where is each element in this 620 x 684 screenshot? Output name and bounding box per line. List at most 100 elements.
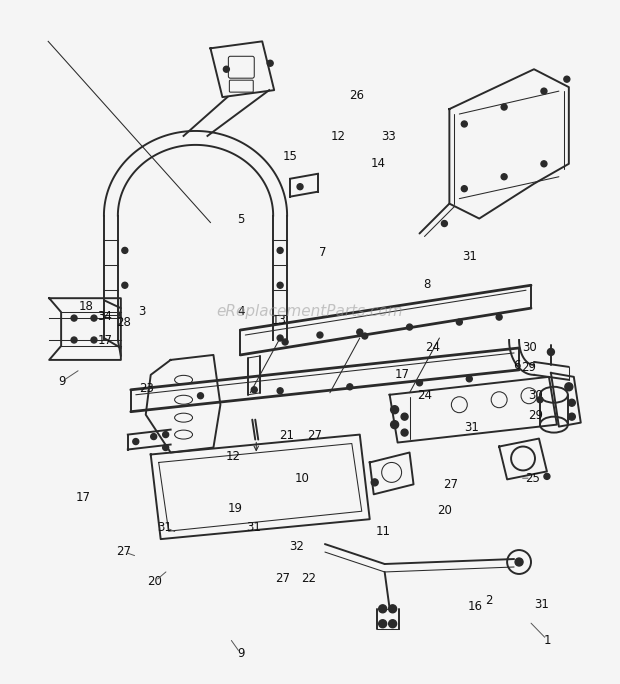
Circle shape [151,434,157,440]
Text: 31: 31 [464,421,479,434]
Text: 27: 27 [275,573,290,586]
Circle shape [391,421,399,429]
Text: 27: 27 [443,479,458,492]
Text: 1: 1 [544,634,551,647]
Circle shape [267,60,273,66]
Text: 18: 18 [79,300,94,313]
Text: 17: 17 [76,490,91,503]
Circle shape [391,406,399,414]
Circle shape [456,319,463,325]
Text: 21: 21 [279,430,294,443]
Text: 16: 16 [468,600,483,613]
Text: 17: 17 [395,368,410,381]
Circle shape [122,282,128,288]
Circle shape [401,413,408,420]
Circle shape [277,282,283,288]
Circle shape [496,314,502,320]
Circle shape [297,184,303,189]
Circle shape [547,348,554,356]
Circle shape [461,185,467,192]
Circle shape [361,333,368,339]
Text: 11: 11 [375,525,391,538]
Circle shape [401,429,408,436]
Circle shape [356,329,363,335]
Text: 30: 30 [522,341,536,354]
Circle shape [569,413,575,420]
Circle shape [501,174,507,180]
Text: 29: 29 [521,361,537,374]
Text: 24: 24 [417,389,432,402]
Circle shape [71,315,77,321]
Circle shape [441,220,448,226]
Circle shape [277,335,283,341]
Text: 27: 27 [116,545,131,558]
Text: 9: 9 [237,647,245,660]
Circle shape [277,248,283,253]
Text: 5: 5 [237,213,244,226]
Circle shape [537,397,543,403]
Circle shape [133,438,139,445]
Text: 25: 25 [525,472,539,485]
Text: 29: 29 [528,409,542,422]
Circle shape [541,88,547,94]
Circle shape [515,558,523,566]
Text: 6: 6 [513,359,521,372]
Circle shape [371,479,378,486]
Text: 20: 20 [147,575,162,588]
Text: 20: 20 [437,504,452,517]
Circle shape [461,121,467,127]
Circle shape [379,620,387,628]
FancyArrowPatch shape [254,443,259,451]
Circle shape [91,315,97,321]
Text: 10: 10 [295,472,310,485]
Circle shape [198,393,203,399]
Text: 34: 34 [97,310,112,323]
Circle shape [466,376,472,382]
Text: 9: 9 [58,375,66,388]
Text: 12: 12 [225,450,241,463]
Text: 19: 19 [227,502,242,515]
Circle shape [417,380,422,386]
Text: 22: 22 [301,573,316,586]
Circle shape [389,605,397,613]
Circle shape [544,473,550,479]
Text: 23: 23 [139,382,154,395]
Text: 24: 24 [425,341,440,354]
Text: 2: 2 [485,594,493,607]
Circle shape [564,76,570,82]
Circle shape [379,605,387,613]
Circle shape [407,324,412,330]
Circle shape [541,161,547,167]
Text: 33: 33 [382,130,396,143]
Text: 31: 31 [462,250,477,263]
Text: 32: 32 [289,540,304,553]
Text: 27: 27 [308,430,322,443]
Circle shape [251,386,257,393]
Text: 8: 8 [423,278,431,291]
Text: 3: 3 [138,305,146,318]
Circle shape [501,104,507,110]
Circle shape [317,332,323,338]
Text: 7: 7 [319,246,326,259]
Circle shape [347,384,353,390]
Text: eReplacementParts.com: eReplacementParts.com [216,304,404,319]
Circle shape [71,337,77,343]
Circle shape [389,620,397,628]
Text: 28: 28 [116,317,131,330]
Text: 31: 31 [246,521,260,534]
Text: 30: 30 [528,389,542,402]
Circle shape [162,445,169,451]
Text: 13: 13 [272,314,286,327]
Text: 31: 31 [157,521,172,534]
Circle shape [282,339,288,345]
Circle shape [565,383,573,391]
Text: 17: 17 [97,334,113,347]
Circle shape [277,388,283,394]
Circle shape [162,432,169,438]
Text: 26: 26 [349,89,364,102]
Text: 31: 31 [534,598,549,611]
Text: 4: 4 [237,305,245,318]
Circle shape [223,66,229,73]
Circle shape [91,337,97,343]
Circle shape [569,399,575,406]
